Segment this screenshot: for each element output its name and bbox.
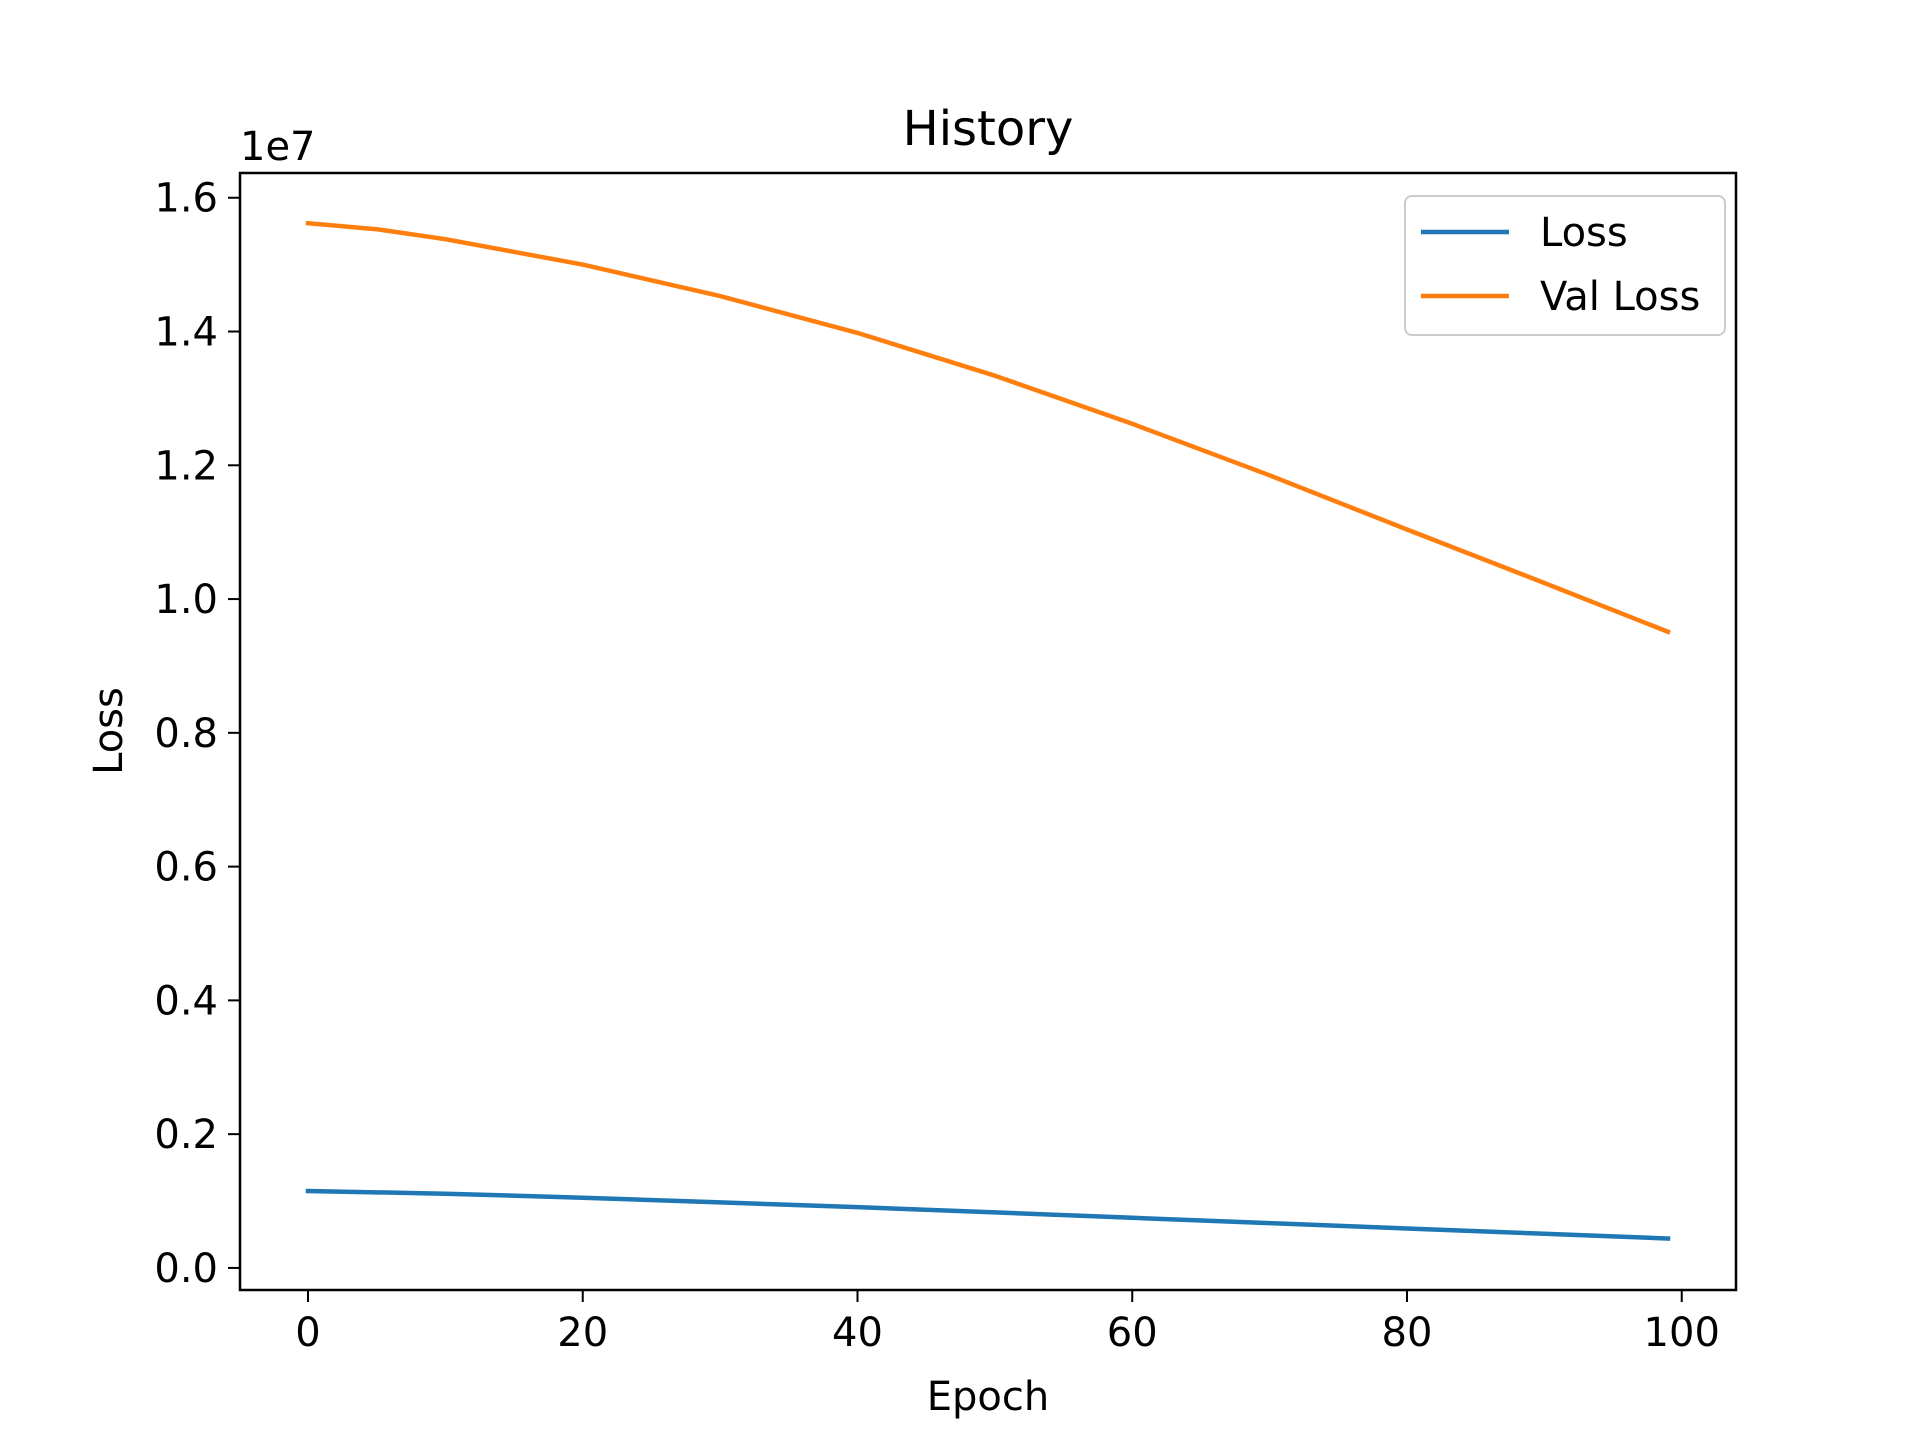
y-tick-label: 0.6 — [154, 845, 218, 891]
y-tick-label: 1.0 — [154, 577, 218, 623]
x-tick-label: 100 — [1644, 1310, 1720, 1356]
x-axis-label: Epoch — [927, 1374, 1049, 1420]
x-tick-label: 0 — [295, 1310, 320, 1356]
x-tick-label: 20 — [557, 1310, 608, 1356]
y-axis-label: Loss — [86, 687, 132, 775]
legend-label: Val Loss — [1540, 274, 1700, 320]
chart-title: History — [903, 101, 1074, 157]
y-tick-label: 0.8 — [154, 711, 218, 757]
y-tick-label: 1.2 — [154, 443, 218, 489]
y-tick-label: 1.6 — [154, 176, 218, 222]
x-tick-label: 80 — [1382, 1310, 1433, 1356]
y-axis-offset-label: 1e7 — [240, 124, 316, 170]
y-tick-label: 0.2 — [154, 1112, 218, 1158]
legend-label: Loss — [1540, 210, 1628, 256]
y-tick-label: 1.4 — [154, 310, 218, 356]
x-tick-label: 40 — [832, 1310, 883, 1356]
x-tick-label: 60 — [1107, 1310, 1158, 1356]
y-tick-label: 0.0 — [154, 1246, 218, 1292]
legend: Loss Val Loss — [1405, 196, 1725, 335]
y-tick-label: 0.4 — [154, 978, 218, 1024]
